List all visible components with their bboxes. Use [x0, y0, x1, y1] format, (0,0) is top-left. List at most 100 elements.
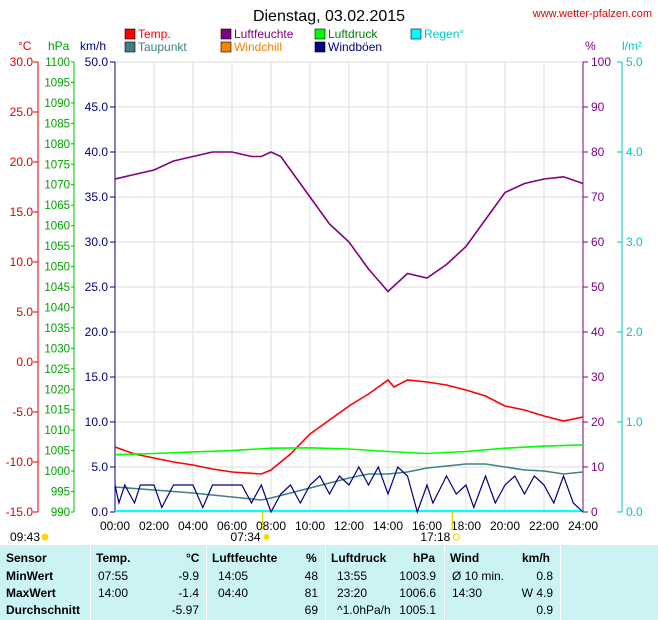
row-temp-value-1: -1.4	[178, 586, 199, 600]
humidity-tick-label-5: 50	[591, 280, 605, 294]
row-press-value-2: 1005.1	[399, 603, 436, 617]
legend-swatch-1	[124, 41, 136, 53]
legend-swatch-5	[314, 41, 326, 53]
moon-icon	[41, 533, 49, 541]
temp-tick-label-2: 20.0	[10, 155, 34, 169]
rain-tick-label-2: 3.0	[626, 235, 643, 249]
row-hum-time-0: 14:05	[218, 569, 249, 583]
row-hum-value-1: 81	[304, 586, 318, 600]
temp-tick-label-9: -15.0	[6, 505, 34, 519]
temp-tick-label-3: 15.0	[10, 205, 34, 219]
th-pressure: Luftdruck	[331, 551, 387, 565]
x-tick-label-2: 04:00	[178, 519, 208, 533]
pressure-tick-label-19: 1005	[44, 446, 70, 458]
pressure-tick-label-3: 1085	[44, 118, 70, 130]
row-wind-value-1: W 4.9	[521, 586, 553, 600]
temp-unit-label: °C	[18, 39, 32, 53]
pressure-tick-label-4: 1080	[44, 139, 70, 151]
chart-title: Dienstag, 03.02.2015	[253, 8, 405, 25]
x-tick-label-1: 02:00	[139, 519, 169, 533]
legend-label-4: Luftdruck	[328, 27, 378, 41]
pressure-tick-label-11: 1045	[44, 282, 70, 294]
series-line-4	[114, 465, 584, 514]
x-tick-label-10: 20:00	[490, 519, 520, 533]
legend-label-5: Windböen	[328, 40, 382, 54]
sunset-label: 17:18	[420, 530, 450, 544]
pressure-tick-label-15: 1025	[44, 364, 70, 376]
rain-tick-label-0: 5.0	[626, 55, 643, 69]
th-wind: Wind	[450, 551, 480, 565]
pressure-tick-label-7: 1065	[44, 200, 70, 212]
temp-tick-label-1: 25.0	[10, 105, 34, 119]
x-tick-label-4: 08:00	[256, 519, 286, 533]
x-tick-label-12: 24:00	[568, 519, 598, 533]
temp-tick-label-8: -10.0	[6, 455, 34, 469]
website-label: www.wetter-pfalzen.com	[532, 8, 652, 20]
humidity-tick-label-4: 60	[591, 235, 605, 249]
row-hum-value-0: 48	[304, 569, 318, 583]
pressure-tick-label-1: 1095	[44, 77, 70, 89]
pressure-tick-label-5: 1075	[44, 159, 70, 171]
temp-tick-label-5: 5.0	[16, 305, 33, 319]
x-tick-label-3: 06:00	[217, 519, 247, 533]
x-tick-label-6: 12:00	[334, 519, 364, 533]
wind-tick-label-3: 35.0	[85, 190, 109, 204]
row-label-0: MinWert	[6, 569, 54, 583]
row-press-time-2: ^1.0hPa/h	[337, 603, 391, 617]
humidity-tick-label-8: 20	[591, 415, 605, 429]
row-hum-value-2: 69	[304, 603, 318, 617]
th-sensor: Sensor	[6, 551, 47, 565]
x-tick-label-11: 22:00	[529, 519, 559, 533]
humidity-tick-label-3: 70	[591, 190, 605, 204]
temp-tick-label-0: 30.0	[10, 55, 34, 69]
sunrise-label: 07:34	[231, 530, 261, 544]
pressure-tick-label-17: 1015	[44, 405, 70, 417]
th-pressure-unit: hPa	[413, 551, 436, 565]
x-tick-label-0: 00:00	[100, 519, 130, 533]
row-press-time-1: 23:20	[337, 586, 368, 600]
wind-tick-label-6: 20.0	[85, 325, 109, 339]
temp-tick-label-4: 10.0	[10, 255, 34, 269]
pressure-tick-label-6: 1070	[44, 180, 70, 192]
pressure-tick-label-12: 1040	[44, 302, 70, 314]
humidity-tick-label-6: 40	[591, 325, 605, 339]
pressure-unit-label: hPa	[48, 39, 70, 53]
row-label-1: MaxWert	[6, 586, 56, 600]
series-line-3	[114, 463, 584, 501]
pressure-tick-label-2: 1090	[44, 98, 70, 110]
humidity-unit-label: %	[585, 39, 596, 53]
pressure-tick-label-20: 1000	[44, 466, 70, 478]
legend-swatch-6	[410, 28, 422, 40]
wind-unit-label: km/h	[80, 39, 106, 53]
wind-tick-label-2: 40.0	[85, 145, 109, 159]
row-press-time-0: 13:55	[337, 569, 368, 583]
temp-tick-label-7: -5.0	[12, 405, 33, 419]
temp-tick-label-6: 0.0	[16, 355, 33, 369]
pressure-tick-label-10: 1050	[44, 262, 70, 274]
row-temp-value-2: -5.97	[171, 603, 199, 617]
row-press-value-1: 1006.6	[399, 586, 436, 600]
legend-label-0: Temp.	[138, 27, 171, 41]
moonrise-label: 09:43	[10, 530, 40, 544]
humidity-tick-label-9: 10	[591, 460, 605, 474]
th-temp-unit: °C	[186, 551, 200, 565]
pressure-tick-label-18: 1010	[44, 425, 70, 437]
legend-label-2: Luftfeuchte	[234, 27, 294, 41]
legend-label-6: Regen°	[424, 27, 464, 41]
legend-swatch-2	[220, 28, 232, 40]
pressure-tick-label-9: 1055	[44, 241, 70, 253]
row-wind-time-1: 14:30	[452, 586, 483, 600]
x-tick-label-5: 10:00	[295, 519, 325, 533]
row-label-2: Durchschnitt	[6, 603, 81, 617]
humidity-tick-label-2: 80	[591, 145, 605, 159]
pressure-tick-label-0: 1100	[45, 57, 70, 69]
th-humidity: Luftfeuchte	[212, 551, 278, 565]
series-line-1	[114, 378, 584, 475]
humidity-tick-label-0: 100	[591, 55, 611, 69]
humidity-tick-label-1: 90	[591, 100, 605, 114]
pressure-tick-label-14: 1030	[44, 343, 70, 355]
row-wind-value-0: 0.8	[536, 569, 553, 583]
x-tick-label-8: 16:00	[412, 519, 442, 533]
x-tick-label-9: 18:00	[451, 519, 481, 533]
